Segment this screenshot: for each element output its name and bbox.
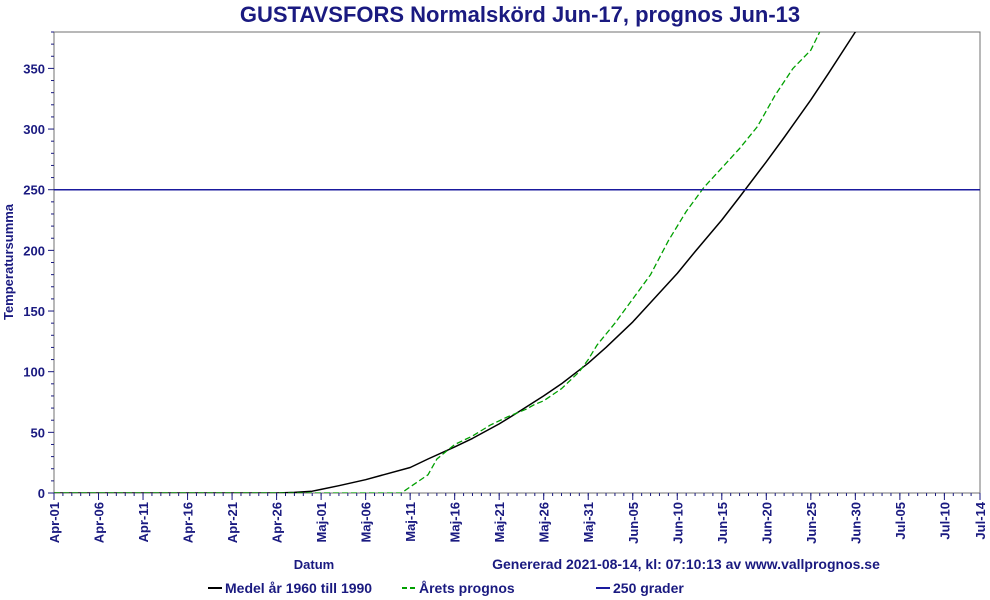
x-tick-label: Jun-25 xyxy=(804,502,819,544)
x-tick-label: Apr-26 xyxy=(270,502,285,543)
y-axis-label: Temperatursumma xyxy=(1,203,16,320)
y-tick-label: 350 xyxy=(23,61,45,76)
x-tick-label: Maj-16 xyxy=(448,502,463,542)
generated-footer: Genererad 2021-08-14, kl: 07:10:13 av ww… xyxy=(492,556,880,572)
y-tick-label: 300 xyxy=(23,122,45,137)
x-tick-label: Jun-10 xyxy=(670,502,685,544)
y-tick-label: 150 xyxy=(23,304,45,319)
x-tick-label: Jun-15 xyxy=(715,502,730,544)
x-tick-label: Apr-16 xyxy=(181,502,196,543)
legend-label-medel: Medel år 1960 till 1990 xyxy=(225,580,372,596)
x-tick-label: Jul-05 xyxy=(893,502,908,540)
series-line-0 xyxy=(54,32,857,493)
x-tick-label: Jun-30 xyxy=(848,502,863,544)
x-tick-label: Jul-10 xyxy=(937,502,952,540)
x-tick-label: Maj-11 xyxy=(403,502,418,542)
legend: Medel år 1960 till 1990 Årets prognos 25… xyxy=(208,580,684,596)
x-tick-label: Apr-06 xyxy=(92,502,107,543)
y-tick-label: 50 xyxy=(31,425,45,440)
x-axis-label: Datum xyxy=(294,557,334,572)
x-tick-label: Jul-14 xyxy=(973,501,988,539)
x-axis-ticks: Apr-01 Apr-06 Apr-11 Apr-16 Apr-21 Apr-26 Maj-… xyxy=(47,493,988,544)
x-tick-label: Apr-11 xyxy=(136,502,151,542)
legend-label-250: 250 grader xyxy=(613,580,684,596)
x-tick-label: Jun-20 xyxy=(759,502,774,544)
y-tick-label: 250 xyxy=(23,183,45,198)
series-layer xyxy=(54,32,980,493)
x-tick-label: Maj-31 xyxy=(581,502,596,542)
y-minor-ticks xyxy=(51,31,54,482)
y-tick-label: 100 xyxy=(23,365,45,380)
series-line-1 xyxy=(54,32,821,493)
x-tick-label: Maj-21 xyxy=(492,502,507,542)
plot-frame xyxy=(53,31,981,494)
x-tick-label: Maj-06 xyxy=(359,502,374,542)
chart-title: GUSTAVSFORS Normalskörd Jun-17, prognos … xyxy=(240,2,800,27)
y-tick-label: 0 xyxy=(38,486,45,501)
x-tick-label: Apr-21 xyxy=(225,502,240,543)
y-axis-ticks: 0 50 100 150 200 250 300 350 xyxy=(23,61,54,501)
y-tick-label: 200 xyxy=(23,243,45,258)
x-tick-label: Jun-05 xyxy=(626,502,641,544)
x-tick-label: Maj-26 xyxy=(537,502,552,542)
x-tick-label: Maj-01 xyxy=(314,502,329,542)
x-tick-label: Apr-01 xyxy=(47,502,62,543)
legend-label-prognos: Årets prognos xyxy=(419,580,515,596)
